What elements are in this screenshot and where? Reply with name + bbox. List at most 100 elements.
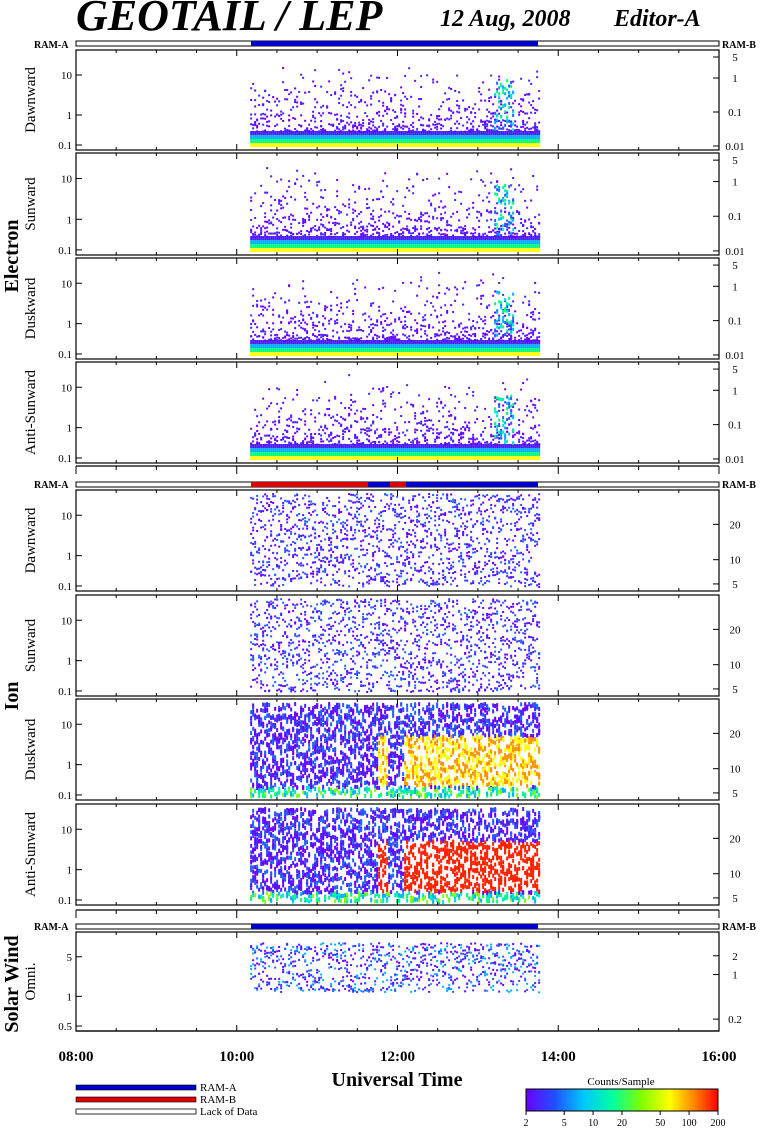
panel-electron-duskward: 10 1 0.1 5 1 0.1 0.01 Duskward [23, 257, 745, 362]
y-tick-label-right: 20 [730, 728, 742, 740]
y-tick-label-right: 5 [732, 155, 738, 167]
y-tick-label-right: 0.1 [728, 211, 742, 223]
panel-frame [75, 931, 720, 1032]
y-tick-label-right: 20 [730, 519, 742, 531]
y-tick-label-left: 0.5 [58, 1021, 72, 1033]
y-tick-label-right: 20 [730, 833, 742, 845]
ram-segment [251, 924, 538, 929]
figure-title: GEOTAIL / LEP [76, 0, 384, 40]
panel-label: Sunward [23, 177, 39, 231]
panel-ion-dawnward: 10 1 0.1 20 10 5 Dawnward [23, 489, 742, 593]
spectrogram-data [250, 66, 541, 147]
y-tick-label-right: 0.01 [725, 246, 744, 258]
y-tick-label-right: 10 [730, 869, 742, 881]
y-tick-label-left: 0.1 [58, 581, 72, 593]
colorbar-tick-label: 10 [588, 1118, 598, 1128]
ram-segment [368, 482, 390, 487]
y-tick-label-right: 0.01 [725, 350, 744, 362]
y-tick-label-left: 0.1 [58, 790, 72, 802]
spectrogram-data [250, 807, 541, 904]
y-tick-label-right: 1 [732, 177, 738, 189]
y-tick-label-left: 1 [67, 656, 73, 668]
group-label-solar-wind: Solar Wind [1, 935, 23, 1032]
panel-electron-dawnward: 10 1 0.1 5 1 0.1 0.01 Dawnward [23, 49, 745, 153]
colorbar-tick-label: 200 [711, 1118, 726, 1128]
y-tick-label-right: 1 [732, 73, 738, 85]
y-tick-label-right: 10 [730, 660, 742, 672]
y-tick-label-right: 1 [732, 385, 738, 397]
y-tick-label-left: 5 [67, 952, 73, 964]
y-tick-label-left: 1 [67, 551, 73, 563]
panel-label: Omni. [23, 963, 39, 1001]
ram-label-left: RAM-A [34, 480, 69, 491]
spectrogram-data [250, 374, 541, 460]
y-tick-label-right: 5 [732, 684, 738, 696]
y-tick-label-right: 10 [730, 764, 742, 776]
y-tick-label-left: 10 [61, 70, 73, 82]
ram-segment [251, 482, 368, 487]
x-axis: 08:00 10:00 12:00 14:00 16:00 [59, 1030, 737, 1065]
panel-ion-sunward: 10 1 0.1 20 10 5 Sunward [23, 594, 742, 698]
ram-label-right: RAM-B [722, 40, 756, 51]
y-tick-label-right: 1 [732, 281, 738, 293]
group-label-ion: Ion [1, 682, 23, 711]
panel-frame [75, 803, 720, 906]
mode-legend: RAM-A RAM-B Lack of Data [75, 1082, 258, 1118]
x-tick-label: 16:00 [702, 1049, 737, 1065]
panel-solar-wind-omni-: 5 1 0.5 2 1 0.2 Omni. [23, 931, 742, 1033]
y-tick-label-right: 20 [730, 624, 742, 636]
y-tick-label-right: 5 [732, 260, 738, 272]
spectrogram-data [250, 702, 541, 799]
y-tick-label-left: 1 [67, 760, 73, 772]
colorbar-gradient [525, 1088, 719, 1112]
colorbar-tick-label: 20 [617, 1118, 627, 1128]
spectrogram-data [250, 598, 541, 693]
x-axis-title: Universal Time [332, 1069, 463, 1091]
y-tick-label-left: 10 [61, 824, 73, 836]
panel-electron-anti-sunward: 10 1 0.1 5 1 0.1 0.01 Anti-Sunward [23, 361, 745, 466]
y-tick-label-left: 10 [61, 382, 73, 394]
y-tick-label-left: 10 [61, 174, 73, 186]
legend-label-ram-b: RAM-B [200, 1094, 236, 1106]
y-tick-label-left: 1 [67, 865, 73, 877]
y-tick-label-right: 0.01 [725, 141, 744, 153]
y-tick-label-left: 10 [61, 615, 73, 627]
ram-label-left: RAM-A [34, 922, 69, 933]
y-tick-label-right: 0.01 [725, 454, 744, 466]
panel-ion-duskward: 10 1 0.1 20 10 5 Duskward [23, 698, 742, 802]
colorbar: Counts/Sample 2 5 10 20 50 100 200 [524, 1076, 726, 1128]
legend-swatch-ram-b [75, 1096, 197, 1103]
ram-label-right: RAM-B [722, 922, 756, 933]
legend-label-ram-a: RAM-A [200, 1082, 237, 1094]
legend-label-lack: Lack of Data [200, 1106, 258, 1118]
y-tick-label-left: 0.1 [58, 895, 72, 907]
ram-label-left: RAM-A [34, 40, 69, 51]
y-tick-label-left: 10 [61, 719, 73, 731]
spectrogram-panels: 10 1 0.1 5 1 0.1 0.01 Dawnward 10 1 0.1 5 1 0.1 0.01 Su… [23, 49, 745, 1033]
colorbar-tick-label: 2 [524, 1118, 529, 1128]
spectrogram-data [250, 271, 541, 356]
ram-segment [406, 482, 538, 487]
panel-label: Anti-Sunward [23, 370, 39, 455]
y-tick-label-left: 1 [67, 319, 73, 331]
y-tick-label-right: 2 [732, 951, 738, 963]
group-separator [75, 465, 720, 474]
y-tick-label-left: 10 [61, 278, 73, 290]
legend-swatch-ram-a [75, 1084, 197, 1091]
y-tick-label-right: 0.1 [728, 107, 742, 119]
colorbar-tick-label: 50 [655, 1118, 665, 1128]
y-tick-label-left: 0.1 [58, 349, 72, 361]
ram-segment [390, 482, 406, 487]
y-tick-label-left: 0.1 [58, 686, 72, 698]
y-tick-label-left: 1 [67, 991, 73, 1003]
x-tick-label: 14:00 [541, 1049, 576, 1065]
panel-ion-anti-sunward: 10 1 0.1 20 10 5 Anti-Sunward [23, 803, 742, 907]
y-tick-label-left: 0.1 [58, 140, 72, 152]
panel-label: Duskward [23, 277, 39, 339]
x-tick-label: 10:00 [219, 1049, 254, 1065]
colorbar-tick-label: 5 [562, 1118, 567, 1128]
ram-bar-electron: RAM-A RAM-B [34, 40, 756, 51]
y-tick-label-left: 1 [67, 110, 73, 122]
y-tick-label-right: 0.1 [728, 420, 742, 432]
